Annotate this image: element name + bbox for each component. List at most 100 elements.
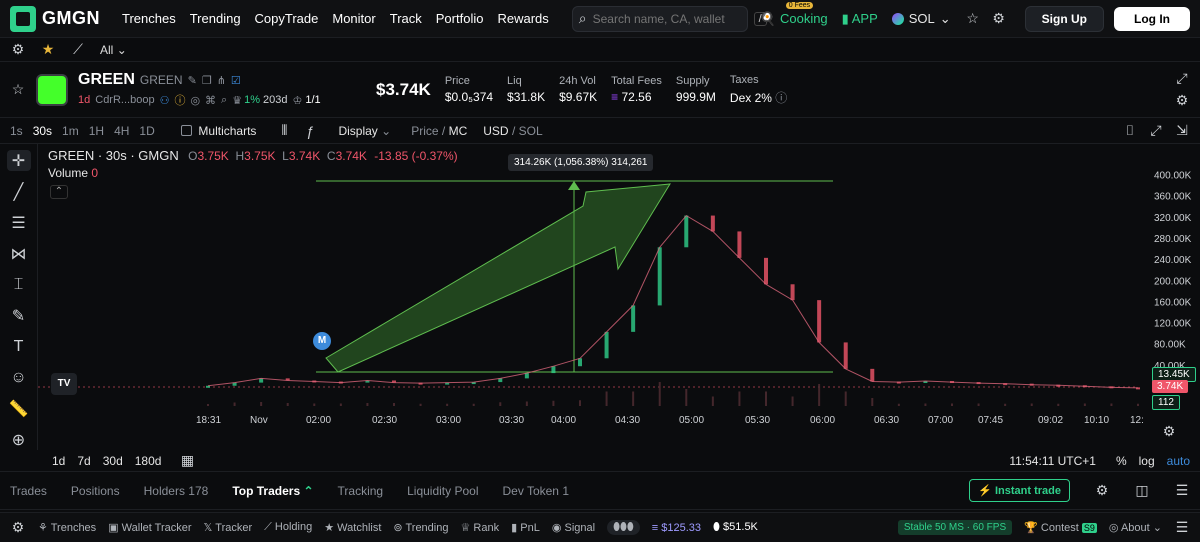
log-toggle[interactable]: log [1138, 453, 1155, 468]
price-mc-toggle[interactable]: Price / MC [411, 123, 468, 138]
gear-icon[interactable]: ⚙ [11, 41, 25, 57]
lines-icon[interactable]: ☰ [11, 214, 26, 232]
tab-positions[interactable]: Positions [70, 483, 120, 498]
multicharts-toggle[interactable]: Multicharts [180, 124, 256, 138]
copy-icon[interactable]: ❐ [201, 74, 212, 87]
tab-dev-token[interactable]: Dev Token 1 [502, 483, 570, 498]
nav-track[interactable]: Track [389, 11, 422, 26]
timeframe-30s[interactable]: 30s [32, 123, 53, 138]
contract-address[interactable]: CdrR...boop [95, 94, 155, 106]
gear-icon[interactable]: ⚙ [1162, 422, 1176, 439]
auto-toggle[interactable]: auto [1166, 453, 1190, 468]
globe-icon[interactable]: ◎ [190, 94, 201, 107]
chart-icon[interactable]: ⟋ [73, 41, 83, 57]
nav-portfolio[interactable]: Portfolio [435, 11, 484, 26]
search-box[interactable]: ⌕ / [571, 5, 767, 32]
footer-pnl[interactable]: ▮ PnL [511, 521, 540, 534]
tab-tracking[interactable]: Tracking [337, 483, 384, 498]
brush-icon[interactable]: ✎ [11, 307, 26, 325]
footer-signal[interactable]: ◉ Signal [552, 521, 595, 534]
settings-icon[interactable]: ⚙ [1095, 482, 1109, 498]
search-input[interactable] [592, 11, 748, 26]
percent-toggle[interactable]: % [1115, 453, 1127, 468]
login-button[interactable]: Log In [1114, 6, 1190, 31]
cooking-link[interactable]: 🍳 Cooking 0 Fees [760, 1, 828, 27]
trendline-icon[interactable]: ╱ [13, 183, 24, 201]
instant-trade-button[interactable]: ⚡ Instant trade [969, 479, 1070, 502]
chain-selector[interactable]: SOL ⌄ [891, 11, 951, 27]
star-filled-icon[interactable]: ★ [41, 41, 55, 57]
menu-icon[interactable]: ☰ [1175, 519, 1189, 535]
display-dropdown[interactable]: Display ⌄ [338, 124, 391, 138]
expand-icon[interactable]: ⤢ [1176, 70, 1188, 86]
text-icon[interactable]: T [13, 337, 24, 355]
emoji-icon[interactable]: ☺ [10, 368, 27, 386]
calendar-icon[interactable]: ▦ [180, 452, 195, 468]
star-icon[interactable]: ☆ [11, 81, 25, 97]
info-icon[interactable]: ⓘ [775, 90, 788, 105]
signup-button[interactable]: Sign Up [1024, 5, 1104, 32]
star-icon[interactable]: ☆ [966, 10, 979, 26]
menu-icon[interactable]: ☰ [1175, 482, 1189, 498]
timeframe-1d[interactable]: 1D [139, 123, 155, 138]
timeframe-1m[interactable]: 1m [62, 123, 79, 138]
gear-icon[interactable]: ⚙ [992, 10, 1005, 26]
range-7d[interactable]: 7d [77, 453, 91, 468]
usd-sol-toggle[interactable]: USD / SOL [483, 123, 543, 138]
contest-link[interactable]: 🏆 Contest S9 [1024, 521, 1097, 534]
edit-icon[interactable]: ✎ [187, 74, 197, 87]
timeframe-1s[interactable]: 1s [10, 123, 23, 138]
zoom-icon[interactable]: ⊕ [11, 431, 26, 449]
crosshair-icon[interactable]: ✛ [6, 150, 31, 171]
footer-trending[interactable]: ⊚ Trending [393, 521, 448, 534]
about-link[interactable]: ◎ About ⌄ [1109, 521, 1162, 534]
panel-icon[interactable]: ◫ [1135, 482, 1149, 498]
range-bar: 1d 7d 30d 180d ▦ 11:54:11 UTC+1 % log au… [0, 450, 1200, 472]
footer-watchlist[interactable]: ★ Watchlist [324, 521, 381, 534]
tab-top-traders[interactable]: Top Traders ⌃ [232, 484, 313, 498]
camera-icon[interactable]: ⌷ [1125, 122, 1135, 138]
candles-icon[interactable]: ⫴ [281, 122, 288, 138]
nav-copytrade[interactable]: CopyTrade [254, 11, 319, 26]
nav-rewards[interactable]: Rewards [497, 11, 549, 26]
wallet-chips[interactable]: ⬮⬮⬮ [607, 520, 640, 535]
fullscreen-icon[interactable]: ⤢ [1150, 122, 1162, 138]
timeframe-1h[interactable]: 1H [88, 123, 105, 138]
twitter-icon[interactable]: ⌘ [205, 94, 217, 107]
measure-icon[interactable]: ⌶ [13, 275, 24, 293]
tradingview-logo[interactable]: TV [51, 373, 77, 395]
collapse-legend-button[interactable]: ⌃ [50, 185, 68, 199]
gear-icon[interactable]: ⚙ [11, 519, 25, 535]
footer-tracker[interactable]: 𝕏 Tracker [204, 521, 253, 534]
balance-sol[interactable]: ≡ $125.33 [652, 522, 701, 534]
app-link[interactable]: ▮ APP [842, 11, 878, 27]
ruler-icon[interactable]: 📏 [8, 400, 29, 418]
nav-trending[interactable]: Trending [189, 11, 241, 26]
footer-wallet-tracker[interactable]: ▣ Wallet Tracker [108, 521, 191, 534]
range-30d[interactable]: 30d [102, 453, 123, 468]
pattern-icon[interactable]: ⋈ [10, 245, 27, 263]
balance-total[interactable]: ⬮ $51.5K [713, 521, 758, 534]
expand-icon[interactable]: ⇲ [1176, 122, 1188, 138]
footer-holding[interactable]: ⟋ Holding [264, 521, 312, 534]
nav-trenches[interactable]: Trenches [122, 11, 176, 26]
logo[interactable]: GMGN [10, 5, 100, 32]
footer-trenches[interactable]: ⚘ Trenches [38, 521, 96, 534]
filter-dropdown[interactable]: All ⌄ [100, 43, 127, 57]
gear-icon[interactable]: ⚙ [1175, 92, 1189, 108]
indicators-icon[interactable]: ƒ [306, 122, 315, 139]
tab-holders[interactable]: Holders 178 [143, 483, 209, 498]
nav-monitor[interactable]: Monitor [332, 11, 376, 26]
share-icon[interactable]: ⋔ [216, 74, 226, 87]
search-icon[interactable]: ⌕ [221, 93, 228, 106]
chart-svg[interactable]: 400.00K 360.00K 320.00K 280.00K 240.00K 200.0… [38, 144, 1200, 450]
footer-rank[interactable]: ♕ Rank [460, 521, 499, 534]
chart-plot[interactable]: 400.00K 360.00K 320.00K 280.00K 240.00K 200.0… [38, 144, 1200, 450]
range-180d[interactable]: 180d [134, 453, 162, 468]
tab-liquidity-pool[interactable]: Liquidity Pool [407, 483, 479, 498]
checkbox[interactable] [180, 125, 192, 136]
range-1d[interactable]: 1d [52, 453, 66, 468]
migration-badge[interactable]: M [313, 332, 331, 350]
timeframe-4h[interactable]: 4H [114, 123, 130, 138]
tab-trades[interactable]: Trades [10, 483, 47, 498]
